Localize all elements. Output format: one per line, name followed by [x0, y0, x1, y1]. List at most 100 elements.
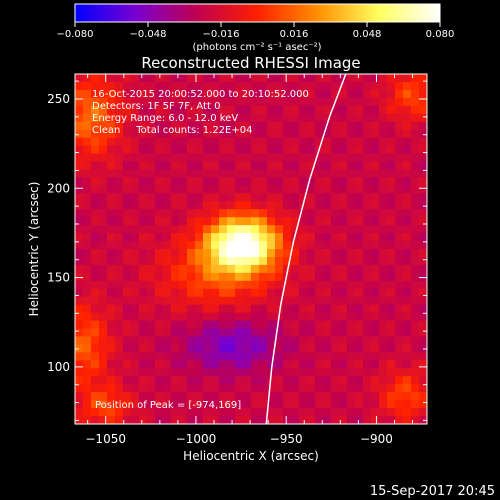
- heatmap-cell: [267, 288, 276, 298]
- heatmap-cell: [259, 177, 268, 186]
- heatmap-cell: [219, 225, 228, 234]
- heatmap-cell: [147, 89, 156, 99]
- heatmap-cell: [371, 153, 380, 163]
- heatmap-cell: [203, 217, 212, 226]
- heatmap-cell: [75, 400, 84, 409]
- heatmap-cell: [203, 201, 212, 210]
- heatmap-cell: [131, 74, 140, 83]
- heatmap-cell: [419, 304, 427, 314]
- heatmap-cell: [211, 74, 220, 83]
- heatmap-cell: [339, 193, 348, 202]
- heatmap-cell: [267, 376, 276, 385]
- heatmap-cell: [363, 169, 372, 179]
- heatmap-cell: [139, 312, 148, 322]
- heatmap-cell: [259, 161, 268, 171]
- heatmap-cell: [251, 288, 260, 298]
- heatmap-cell: [419, 113, 427, 123]
- heatmap-cell: [211, 153, 220, 163]
- heatmap-cell: [243, 328, 252, 338]
- heatmap-cell: [315, 296, 324, 306]
- heatmap-cell: [355, 217, 364, 226]
- heatmap-cell: [355, 280, 364, 290]
- heatmap-cell: [323, 320, 332, 330]
- heatmap-cell: [403, 185, 412, 194]
- heatmap-cell: [195, 392, 204, 401]
- heatmap-cell: [419, 81, 427, 91]
- heatmap-cell: [187, 360, 196, 369]
- heatmap-cell: [171, 344, 180, 354]
- heatmap-cell: [267, 408, 276, 417]
- heatmap-cell: [299, 264, 308, 274]
- heatmap-cell: [259, 400, 268, 409]
- heatmap-cell: [115, 384, 124, 393]
- heatmap-cell: [147, 137, 156, 147]
- heatmap-cell: [91, 344, 100, 354]
- heatmap-cell: [123, 201, 132, 210]
- heatmap-cell: [155, 177, 164, 186]
- heatmap-cell: [227, 288, 236, 298]
- heatmap-cell: [115, 137, 124, 147]
- heatmap-cell: [291, 153, 300, 163]
- heatmap-cell: [235, 209, 244, 218]
- heatmap-cell: [171, 312, 180, 322]
- heatmap-cell: [195, 137, 204, 147]
- heatmap-cell: [211, 145, 220, 155]
- heatmap-cell: [179, 320, 188, 330]
- heatmap-cell: [403, 352, 412, 361]
- heatmap-cell: [179, 392, 188, 401]
- heatmap-cell: [411, 161, 420, 171]
- heatmap-cell: [107, 153, 116, 163]
- heatmap-cell: [187, 249, 196, 258]
- heatmap-cell: [139, 360, 148, 369]
- heatmap-cell: [323, 344, 332, 354]
- heatmap-cell: [155, 74, 164, 83]
- heatmap-cell: [211, 336, 220, 346]
- heatmap-cell: [163, 352, 172, 361]
- heatmap-cell: [403, 217, 412, 226]
- heatmap-cell: [107, 113, 116, 123]
- heatmap-cell: [267, 74, 276, 83]
- x-tick-label: −1050: [85, 432, 126, 446]
- heatmap-cell: [83, 376, 92, 385]
- heatmap-cell: [227, 256, 236, 266]
- heatmap-cell: [83, 225, 92, 234]
- heatmap-cell: [123, 145, 132, 155]
- heatmap-cell: [163, 153, 172, 163]
- heatmap-cell: [411, 177, 420, 186]
- heatmap-cell: [163, 296, 172, 306]
- heatmap-cell: [331, 129, 340, 139]
- heatmap-cell: [395, 105, 404, 115]
- heatmap-cell: [115, 392, 124, 401]
- heatmap-cell: [91, 169, 100, 179]
- heatmap-cell: [419, 217, 427, 226]
- heatmap-cell: [355, 336, 364, 346]
- heatmap-cell: [275, 185, 284, 194]
- heatmap-cell: [187, 217, 196, 226]
- heatmap-cell: [211, 352, 220, 361]
- heatmap-cell: [419, 129, 427, 139]
- heatmap-cell: [107, 249, 116, 258]
- heatmap-cell: [227, 97, 236, 107]
- heatmap-cell: [251, 304, 260, 314]
- heatmap-cell: [251, 129, 260, 139]
- heatmap-cell: [123, 328, 132, 338]
- heatmap-cell: [107, 256, 116, 266]
- heatmap-cell: [395, 201, 404, 210]
- heatmap-cell: [147, 384, 156, 393]
- heatmap-cell: [115, 113, 124, 123]
- heatmap-cell: [299, 360, 308, 369]
- heatmap-cell: [315, 408, 324, 417]
- heatmap-cell: [99, 225, 108, 234]
- heatmap-cell: [227, 105, 236, 115]
- heatmap-cell: [371, 169, 380, 179]
- heatmap-cell: [163, 193, 172, 202]
- heatmap-cell: [227, 209, 236, 218]
- heatmap-cell: [107, 392, 116, 401]
- heatmap-cell: [259, 376, 268, 385]
- heatmap-cell: [395, 360, 404, 369]
- heatmap-cell: [299, 352, 308, 361]
- heatmap-cell: [179, 312, 188, 322]
- heatmap-cell: [115, 296, 124, 306]
- heatmap-cell: [283, 137, 292, 147]
- heatmap-cell: [267, 416, 276, 424]
